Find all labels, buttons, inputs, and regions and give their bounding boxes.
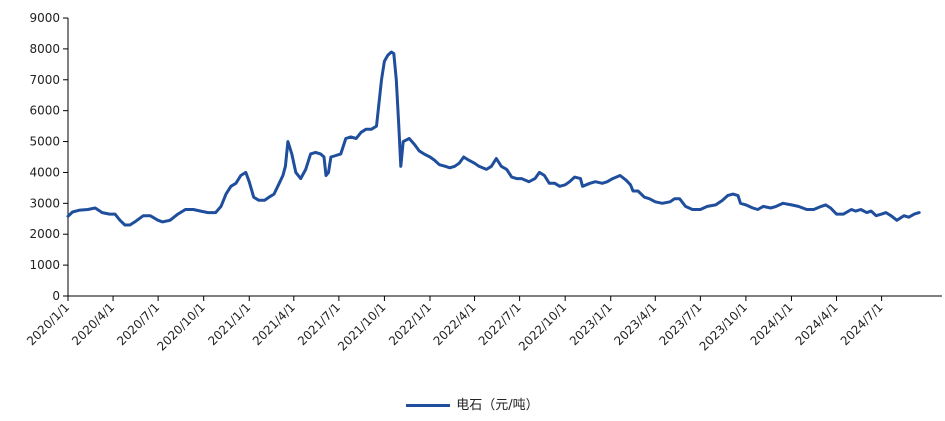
legend: 电石（元/吨） (0, 394, 945, 413)
series-line (66, 50, 921, 227)
x-tick-label: 2024/7/1 (838, 300, 886, 348)
x-tick-label: 2021/7/1 (295, 300, 343, 348)
x-tick-label: 2024/4/1 (793, 300, 841, 348)
x-tick-label: 2022/4/1 (431, 300, 479, 348)
y-tick-label: 3000 (29, 196, 60, 210)
x-tick-label: 2024/1/1 (748, 300, 796, 348)
y-tick-label: 6000 (29, 104, 60, 118)
legend-label: 电石（元/吨） (456, 398, 539, 413)
x-tick-label: 2022/1/1 (386, 300, 434, 348)
y-tick-label: 4000 (29, 165, 60, 179)
x-tick-label: 2020/4/1 (69, 300, 117, 348)
x-tick-label: 2022/7/1 (476, 300, 524, 348)
x-tick-label: 2023/7/1 (656, 300, 704, 348)
y-tick-label: 0 (52, 289, 60, 303)
y-tick-label: 1000 (29, 258, 60, 272)
x-axis: 2020/1/12020/4/12020/7/12020/10/12021/1/… (24, 295, 942, 354)
y-tick-label: 5000 (29, 135, 60, 149)
x-tick-label: 2020/7/1 (114, 300, 162, 348)
legend-swatch (406, 404, 451, 407)
y-tick-label: 8000 (29, 42, 60, 56)
x-tick-label: 2023/4/1 (611, 300, 659, 348)
x-tick-label: 2020/10/1 (154, 300, 207, 353)
x-tick-label: 2022/10/1 (516, 300, 569, 353)
y-axis: 0 1000 2000 3000 4000 5000 6000 7000 8000 9000 (29, 11, 69, 303)
y-tick-label: 7000 (29, 73, 60, 87)
y-tick-label: 2000 (29, 227, 60, 241)
x-tick-label: 2021/4/1 (250, 300, 298, 348)
x-tick-label: 2023/1/1 (567, 300, 615, 348)
x-tick-label: 2020/1/1 (24, 300, 72, 348)
x-tick-label: 2021/1/1 (205, 300, 253, 348)
x-tick-label: 2023/10/1 (697, 300, 750, 353)
series-layer (66, 50, 921, 227)
x-tick-label: 2021/10/1 (335, 300, 388, 353)
y-tick-label: 9000 (29, 11, 60, 25)
